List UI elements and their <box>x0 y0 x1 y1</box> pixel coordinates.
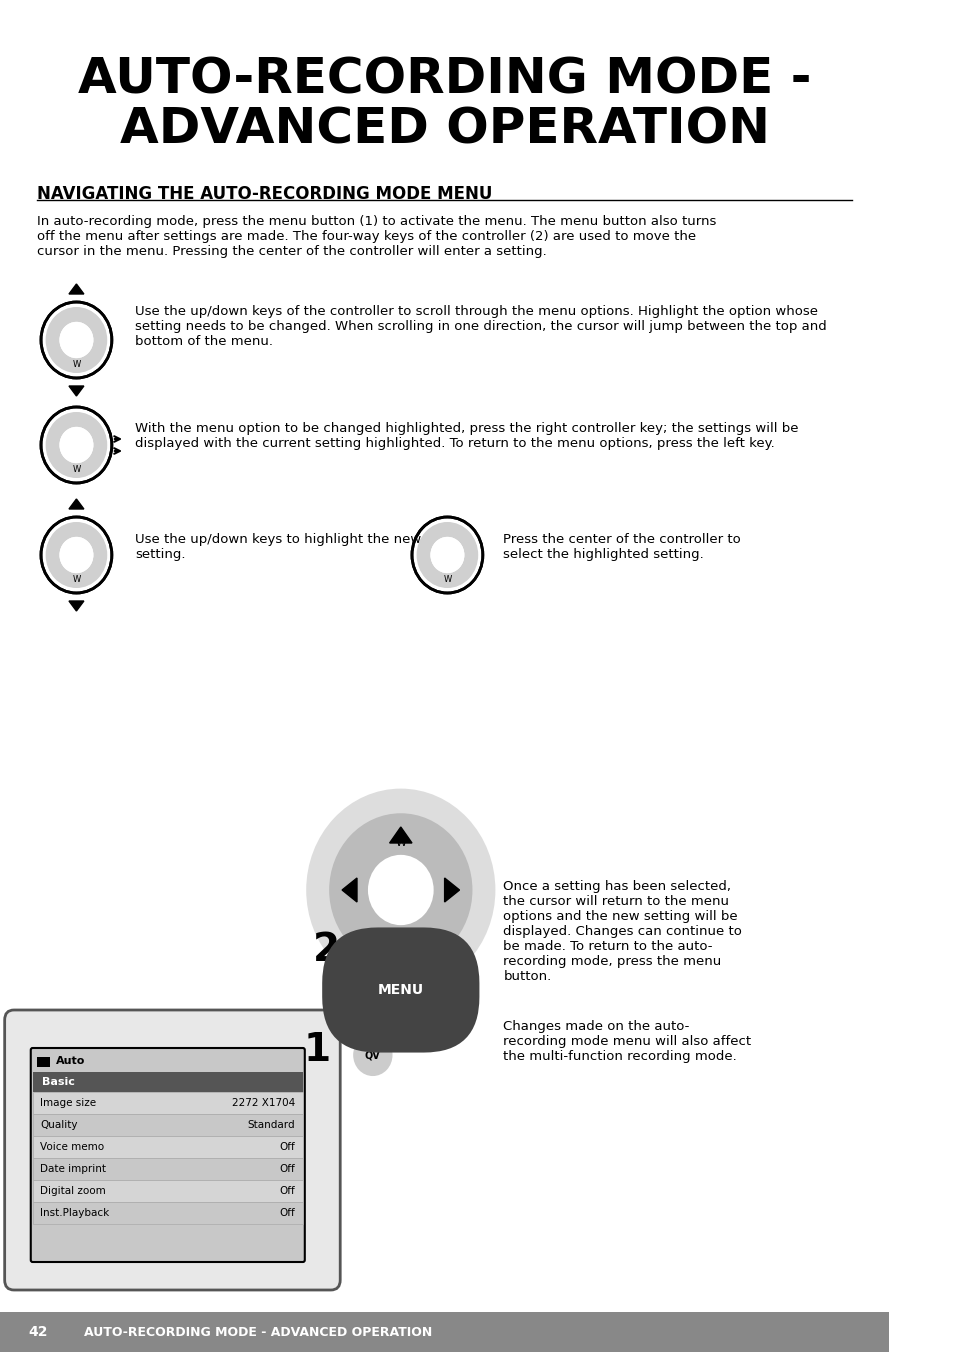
Circle shape <box>369 856 432 923</box>
Text: W: W <box>395 838 406 849</box>
Circle shape <box>47 412 107 477</box>
FancyBboxPatch shape <box>5 1010 340 1290</box>
Text: W: W <box>72 465 80 475</box>
Circle shape <box>331 815 470 965</box>
Text: In auto-recording mode, press the menu button (1) to activate the menu. The menu: In auto-recording mode, press the menu b… <box>37 215 716 258</box>
Text: Quality: Quality <box>40 1119 77 1130</box>
Polygon shape <box>444 877 459 902</box>
Bar <box>32 1114 303 1136</box>
Circle shape <box>307 790 494 990</box>
Bar <box>0 1311 888 1352</box>
Circle shape <box>60 427 92 462</box>
Text: W: W <box>72 360 80 369</box>
Text: Off: Off <box>279 1142 295 1152</box>
Text: Off: Off <box>279 1207 295 1218</box>
Text: AUTO-RECORDING MODE - ADVANCED OPERATION: AUTO-RECORDING MODE - ADVANCED OPERATION <box>84 1325 432 1338</box>
Text: W: W <box>443 575 451 584</box>
Circle shape <box>354 1036 391 1075</box>
Polygon shape <box>342 877 356 902</box>
Bar <box>32 1202 303 1224</box>
Circle shape <box>47 523 107 587</box>
Text: Use the up/down keys to highlight the new
setting.: Use the up/down keys to highlight the ne… <box>135 533 421 561</box>
Text: 2272 X1704: 2272 X1704 <box>232 1098 295 1109</box>
Text: Voice memo: Voice memo <box>40 1142 104 1152</box>
Text: With the menu option to be changed highlighted, press the right controller key; : With the menu option to be changed highl… <box>135 422 798 450</box>
Polygon shape <box>389 827 412 844</box>
Text: Auto: Auto <box>56 1056 85 1065</box>
Bar <box>32 1180 303 1202</box>
Text: 42: 42 <box>28 1325 48 1338</box>
Bar <box>32 1072 303 1092</box>
Polygon shape <box>69 499 84 508</box>
Circle shape <box>60 323 92 357</box>
Circle shape <box>431 538 463 572</box>
Text: Press the center of the controller to
select the highlighted setting.: Press the center of the controller to se… <box>503 533 740 561</box>
Circle shape <box>47 308 107 372</box>
Text: Standard: Standard <box>248 1119 295 1130</box>
Text: ADVANCED OPERATION: ADVANCED OPERATION <box>119 105 769 153</box>
Bar <box>32 1159 303 1180</box>
Circle shape <box>60 538 92 572</box>
Circle shape <box>60 427 92 462</box>
Text: Changes made on the auto-
recording mode menu will also affect
the multi-functio: Changes made on the auto- recording mode… <box>503 1019 751 1063</box>
Text: AUTO-RECORDING MODE -: AUTO-RECORDING MODE - <box>78 55 810 103</box>
Text: Use the up/down keys of the controller to scroll through the menu options. Highl: Use the up/down keys of the controller t… <box>135 306 826 347</box>
Circle shape <box>60 538 92 572</box>
Circle shape <box>60 323 92 357</box>
Text: W: W <box>72 575 80 584</box>
Bar <box>37 1057 51 1067</box>
Text: Off: Off <box>279 1164 295 1174</box>
Text: QV: QV <box>365 1051 380 1060</box>
Text: Once a setting has been selected,
the cursor will return to the menu
options and: Once a setting has been selected, the cu… <box>503 880 741 983</box>
Polygon shape <box>389 937 412 953</box>
Bar <box>32 1136 303 1159</box>
Circle shape <box>416 523 477 587</box>
Text: Date imprint: Date imprint <box>40 1164 106 1174</box>
Polygon shape <box>69 602 84 611</box>
Text: Basic: Basic <box>42 1078 74 1087</box>
Circle shape <box>431 538 463 572</box>
FancyBboxPatch shape <box>30 1048 304 1261</box>
Bar <box>32 1051 303 1072</box>
Text: 1: 1 <box>303 1032 330 1069</box>
Text: Inst.Playback: Inst.Playback <box>40 1207 110 1218</box>
Text: Image size: Image size <box>40 1098 96 1109</box>
Polygon shape <box>69 387 84 396</box>
Text: Off: Off <box>279 1186 295 1197</box>
Text: 2: 2 <box>313 932 339 969</box>
Text: Digital zoom: Digital zoom <box>40 1186 106 1197</box>
Bar <box>32 1092 303 1114</box>
Text: MENU: MENU <box>377 983 423 996</box>
Text: NAVIGATING THE AUTO-RECORDING MODE MENU: NAVIGATING THE AUTO-RECORDING MODE MENU <box>37 185 492 203</box>
Polygon shape <box>69 284 84 293</box>
